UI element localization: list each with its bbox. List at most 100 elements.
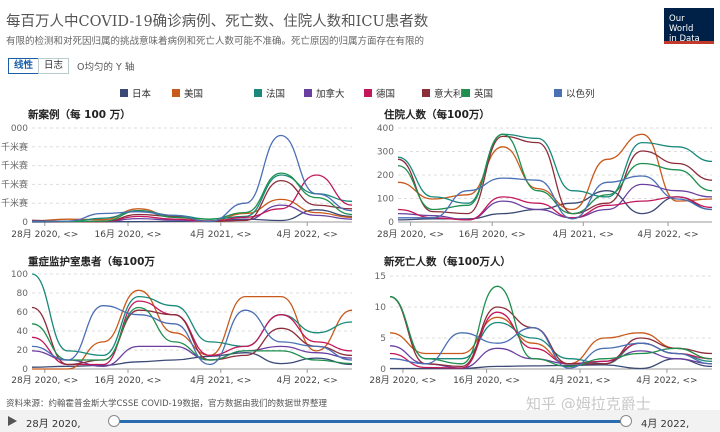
legend-item-japan[interactable]: 日本 bbox=[120, 86, 151, 100]
legend-swatch bbox=[254, 89, 262, 97]
x-tick-label: 4月 2022, <> bbox=[277, 229, 338, 240]
y-tick-label: 200 bbox=[377, 171, 394, 181]
y-tick-label: 0 bbox=[388, 218, 394, 228]
series-line-4[interactable] bbox=[31, 300, 353, 366]
series-line-7[interactable] bbox=[398, 175, 713, 220]
icu-panel-title: 重症监护室患者（每100万 bbox=[28, 256, 155, 268]
legend: 日本 美国 法国 加拿大 德国 意大利 英国 以色列 bbox=[120, 86, 720, 100]
series-line-5[interactable] bbox=[397, 135, 713, 215]
logo-line-2: in Data bbox=[669, 34, 700, 44]
chart-subtitle: 有限的检测和对死因归属的挑战意味着病例和死亡人数可能不准确。死亡原因的归属方面存… bbox=[6, 36, 425, 47]
timeline-end-handle[interactable] bbox=[620, 415, 632, 427]
y-tick-label: 0 bbox=[380, 365, 386, 375]
series-line-7[interactable] bbox=[31, 305, 353, 366]
legend-item-usa[interactable]: 美国 bbox=[172, 86, 203, 100]
y-tick-label: 5 bbox=[380, 334, 386, 344]
x-tick-label: 4月 2021, <> bbox=[553, 229, 614, 240]
series-line-2[interactable] bbox=[397, 133, 713, 204]
deaths-panel-title: 新死亡人数（每100万人） bbox=[384, 256, 511, 268]
linear-scale-button[interactable]: 线性 bbox=[8, 58, 40, 74]
x-tick-label: 4月 2022, <> bbox=[636, 375, 697, 386]
legend-swatch bbox=[554, 89, 562, 97]
y-tick-label: 80 bbox=[17, 289, 29, 299]
y-tick-label: 千米赛 bbox=[1, 197, 28, 209]
series-line-5[interactable] bbox=[31, 306, 353, 366]
legend-swatch bbox=[364, 89, 372, 97]
y-tick-label: 000 bbox=[11, 124, 28, 134]
series-line-6[interactable] bbox=[397, 133, 713, 215]
legend-item-canada[interactable]: 加拿大 bbox=[304, 86, 345, 100]
legend-swatch bbox=[422, 89, 430, 97]
logo-accent-bar bbox=[664, 41, 714, 44]
series-line-6[interactable] bbox=[389, 285, 713, 368]
x-tick-label: 4月 2021, <> bbox=[190, 375, 251, 386]
legend-label: 英国 bbox=[474, 89, 494, 100]
uniform-y-axis-checkbox[interactable]: O均匀的 Y 轴 bbox=[77, 62, 135, 73]
legend-swatch bbox=[120, 89, 128, 97]
series-line-6[interactable] bbox=[31, 306, 353, 365]
legend-item-germany[interactable]: 德国 bbox=[364, 86, 395, 100]
series-line-2[interactable] bbox=[31, 273, 353, 357]
y-tick-label: 0 bbox=[22, 365, 28, 375]
y-tick-label: 千米赛 bbox=[1, 141, 28, 153]
timeline-start-handle[interactable] bbox=[108, 415, 120, 427]
owid-logo[interactable]: Our World in Data bbox=[664, 8, 714, 44]
cases-panel-title: 新案例（每 100 万） bbox=[28, 109, 131, 121]
x-tick-label: 4月 2021, <> bbox=[549, 375, 610, 386]
y-tick-label: 100 bbox=[377, 195, 394, 205]
legend-swatch bbox=[172, 89, 180, 97]
y-tick-label: 千米赛 bbox=[1, 178, 28, 190]
series-line-7[interactable] bbox=[389, 327, 713, 369]
watermark: 知乎 @姆拉克爵士 bbox=[526, 395, 651, 413]
y-tick-label: 100 bbox=[11, 270, 28, 280]
series-line-3[interactable] bbox=[389, 345, 713, 369]
x-tick-label: 4月 2022, <> bbox=[637, 229, 698, 240]
series-line-1[interactable] bbox=[389, 316, 713, 365]
y-tick-label: 20 bbox=[17, 346, 29, 356]
y-tick-label: 千米赛 bbox=[1, 160, 28, 172]
x-tick-label: 28月 2020, <> bbox=[369, 375, 436, 386]
source-note: 资料来源：约翰霍普金斯大学CSSE COVID-19数据，官方数据由我们的数据世… bbox=[6, 399, 328, 409]
x-tick-label: 4月 2022, <> bbox=[277, 375, 338, 386]
play-icon[interactable] bbox=[8, 416, 17, 426]
legend-label: 以色列 bbox=[566, 89, 595, 100]
series-line-5[interactable] bbox=[31, 179, 353, 223]
legend-item-france[interactable]: 法国 bbox=[254, 86, 285, 100]
legend-swatch bbox=[462, 89, 470, 97]
x-tick-label: 16月 2020, <> bbox=[453, 375, 520, 386]
series-line-4[interactable] bbox=[397, 196, 713, 221]
series-line-1[interactable] bbox=[31, 289, 353, 370]
series-line-0[interactable] bbox=[397, 190, 713, 221]
y-tick-label: 60 bbox=[17, 308, 29, 318]
y-tick-label: 400 bbox=[377, 124, 394, 134]
log-scale-button[interactable]: 日志 bbox=[38, 58, 70, 74]
logo-line-1: Our World bbox=[669, 14, 694, 34]
legend-label: 意大利 bbox=[434, 89, 463, 100]
legend-label: 加拿大 bbox=[316, 89, 345, 100]
timeline: 28月 2020, 4月 2022, bbox=[0, 410, 720, 432]
legend-label: 法国 bbox=[266, 89, 286, 100]
scale-controls: 线性 日志 O均匀的 Y 轴 bbox=[8, 58, 134, 74]
x-tick-label: 28月 2020, <> bbox=[11, 229, 78, 240]
legend-label: 德国 bbox=[376, 89, 396, 100]
legend-item-israel[interactable]: 以色列 bbox=[554, 86, 595, 100]
timeline-track[interactable] bbox=[114, 420, 626, 423]
legend-item-italy[interactable]: 意大利 bbox=[422, 86, 463, 100]
series-line-0[interactable] bbox=[31, 352, 353, 368]
series-line-0[interactable] bbox=[390, 358, 713, 370]
timeline-end-label: 4月 2022, bbox=[641, 419, 690, 430]
series-line-1[interactable] bbox=[397, 133, 713, 211]
x-tick-label: 28月 2020, <> bbox=[11, 375, 78, 386]
series-line-7[interactable] bbox=[31, 134, 353, 223]
x-tick-label: 4月 2021, <> bbox=[190, 229, 251, 240]
x-tick-label: 28月 2020, <> bbox=[377, 229, 444, 240]
legend-item-uk[interactable]: 英国 bbox=[462, 86, 493, 100]
y-tick-label: 40 bbox=[17, 327, 29, 337]
series-line-3[interactable] bbox=[31, 345, 353, 367]
y-tick-label: 15 bbox=[375, 272, 386, 282]
hospital-panel-title: 住院人数（每100万） bbox=[384, 109, 490, 121]
